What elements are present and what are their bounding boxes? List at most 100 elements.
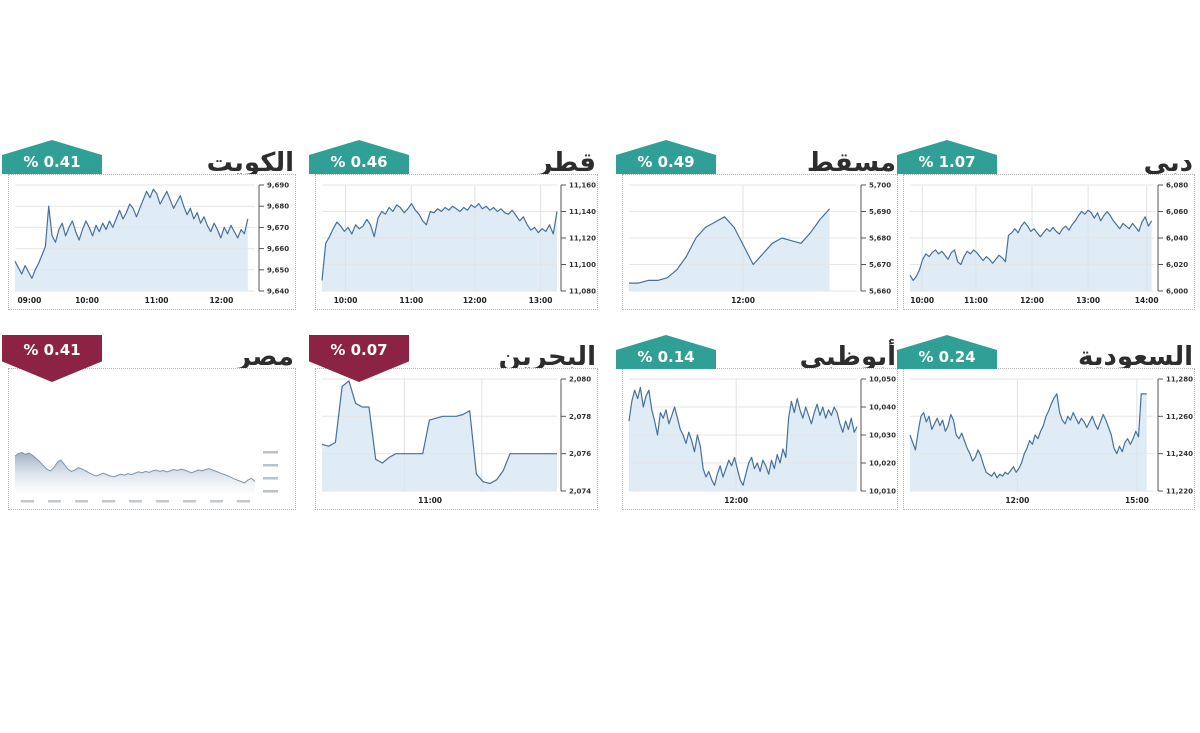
market-panel-dubai: % 1.07 دبي 6,080 6,060 6,040 6,020 6,000 10:0… — [897, 140, 1195, 310]
price-chart-abudhabi: 10,050 10,040 10,030 10,020 10,010 12:00 — [628, 376, 896, 505]
market-panel-egypt: % 0.41 مصر — [2, 335, 296, 510]
panel-header: % 1.07 دبي — [897, 140, 1195, 178]
change-percent-label: % 0.41 — [23, 341, 81, 359]
price-chart-kuwait: 9,690 9,680 9,670 9,660 9,650 9,640 09:00 10:00… — [14, 182, 289, 305]
y-axis-tick-label: 9,640 — [267, 288, 289, 296]
y-axis-tick-label: 10,010 — [869, 488, 896, 496]
y-axis-tick-label: 11,140 — [569, 208, 596, 216]
price-chart-muscat: 5,700 5,690 5,680 5,670 5,660 12:00 — [629, 182, 891, 305]
change-percent-label: % 0.24 — [918, 348, 976, 366]
y-axis-tick-label: 6,080 — [1166, 182, 1188, 190]
price-chart-egypt — [14, 451, 278, 503]
y-axis-tick-label: 2,080 — [569, 376, 591, 384]
up-arrow-badge: % 0.24 — [897, 335, 997, 369]
y-axis-tick-label: 6,000 — [1166, 288, 1188, 296]
chart-box — [8, 368, 296, 510]
y-axis-tick-label: 11,220 — [1166, 488, 1193, 496]
panel-header: % 0.14 أبوظبي — [616, 335, 898, 372]
change-percent-label: % 1.07 — [918, 153, 976, 171]
y-axis-tick-label: 6,040 — [1166, 235, 1188, 243]
panel-header: % 0.41 مصر — [2, 335, 296, 382]
x-axis-tick-label: 13:00 — [529, 296, 553, 305]
change-percent-label: % 0.07 — [330, 341, 388, 359]
change-percent-label: % 0.41 — [23, 153, 81, 171]
x-axis-tick-label: 15:00 — [1125, 496, 1149, 505]
y-axis-tick-label: 11,160 — [569, 182, 596, 190]
panel-header: % 0.49 مسقط — [616, 140, 898, 178]
y-axis-tick-label: 2,076 — [569, 450, 591, 458]
y-axis-tick-label: 2,078 — [569, 413, 591, 421]
x-axis-tick-label: 11:00 — [399, 296, 423, 305]
y-axis-tick-label: 9,690 — [267, 182, 289, 190]
x-axis-tick-label: 10:00 — [75, 296, 99, 305]
y-axis-tick-label: 10,030 — [869, 432, 896, 440]
y-axis-tick-label: 5,690 — [869, 208, 891, 216]
x-axis-tick-label: 11:00 — [145, 296, 169, 305]
y-axis-tick-label: 11,260 — [1166, 413, 1193, 421]
y-axis-tick-label: 2,074 — [569, 488, 591, 496]
market-panel-saudi: % 0.24 السعودية 11,280 11,260 11,240 11,220… — [897, 335, 1195, 510]
up-arrow-badge: % 0.46 — [309, 140, 409, 174]
up-arrow-badge: % 0.49 — [616, 140, 716, 174]
up-arrow-badge: % 0.14 — [616, 335, 716, 369]
y-axis-tick-label: 10,050 — [869, 376, 896, 384]
market-panel-abudhabi: % 0.14 أبوظبي 10,050 10,040 10,030 10,020 10… — [616, 335, 898, 510]
y-axis-tick-label: 6,060 — [1166, 208, 1188, 216]
chart-box: 5,700 5,690 5,680 5,670 5,660 12:00 — [622, 174, 898, 310]
price-chart-dubai: 6,080 6,060 6,040 6,020 6,000 10:00 11:00 12:00… — [909, 182, 1188, 305]
x-axis-tick-label: 12:00 — [724, 496, 748, 505]
x-axis-tick-label: 12:00 — [463, 296, 487, 305]
y-axis-tick-label: 9,670 — [267, 224, 289, 232]
x-axis-tick-label: 13:00 — [1076, 296, 1100, 305]
chart-box: 6,080 6,060 6,040 6,020 6,000 10:00 11:00 12:00… — [903, 174, 1195, 310]
x-axis-tick-label: 11:00 — [418, 496, 442, 505]
y-axis-tick-label: 5,670 — [869, 261, 891, 269]
chart-box: 11,280 11,260 11,240 11,220 12:00 15:00 — [903, 368, 1195, 510]
y-axis-tick-label: 11,120 — [569, 235, 596, 243]
market-panel-qatar: % 0.46 قطر 11,160 11,140 11,120 11,100 11,08… — [309, 140, 598, 310]
y-axis-tick-label: 10,020 — [869, 460, 896, 468]
chart-box: 10,050 10,040 10,030 10,020 10,010 12:00 — [622, 368, 898, 510]
market-title: مسقط — [806, 148, 896, 178]
change-percent-label: % 0.14 — [637, 348, 695, 366]
change-percent-label: % 0.46 — [330, 153, 388, 171]
y-axis-tick-label: 10,040 — [869, 404, 896, 412]
panel-header: % 0.24 السعودية — [897, 335, 1195, 372]
x-axis-tick-label: 12:00 — [1020, 296, 1044, 305]
x-axis-tick-label: 12:00 — [731, 296, 755, 305]
market-title: مصر — [236, 342, 294, 372]
x-axis-tick-label: 09:00 — [17, 296, 41, 305]
price-chart-saudi: 11,280 11,260 11,240 11,220 12:00 15:00 — [909, 376, 1193, 505]
chart-box: 9,690 9,680 9,670 9,660 9,650 9,640 09:00 10:00… — [8, 174, 296, 310]
x-axis-tick-label: 12:00 — [209, 296, 233, 305]
price-chart-qatar: 11,160 11,140 11,120 11,100 11,080 10:00 11:00… — [321, 182, 596, 305]
y-axis-tick-label: 6,020 — [1166, 261, 1188, 269]
y-axis-tick-label: 5,700 — [869, 182, 891, 190]
up-arrow-badge: % 0.41 — [2, 140, 102, 174]
y-axis-tick-label: 11,080 — [569, 288, 596, 296]
y-axis-tick-label: 11,240 — [1166, 450, 1193, 458]
y-axis-tick-label: 5,680 — [869, 235, 891, 243]
panel-header: % 0.07 البحرين — [309, 335, 598, 382]
panel-header: % 0.41 الكويت — [2, 140, 296, 178]
x-axis-tick-label: 11:00 — [964, 296, 988, 305]
market-title: أبوظبي — [799, 342, 896, 372]
price-chart-bahrain: 2,080 2,078 2,076 2,074 11:00 — [321, 376, 591, 505]
y-axis-tick-label: 9,680 — [267, 203, 289, 211]
market-title: قطر — [537, 148, 596, 178]
market-title: دبي — [1143, 148, 1193, 178]
y-axis-tick-label: 9,650 — [267, 266, 289, 274]
chart-box: 2,080 2,078 2,076 2,074 11:00 — [315, 368, 598, 510]
market-panel-muscat: % 0.49 مسقط 5,700 5,690 5,680 5,670 5,660 12:… — [616, 140, 898, 310]
x-axis-tick-label: 10:00 — [334, 296, 358, 305]
chart-box: 11,160 11,140 11,120 11,100 11,080 10:00 11:00… — [315, 174, 598, 310]
market-title: البحرين — [498, 342, 596, 372]
y-axis-tick-label: 11,100 — [569, 261, 596, 269]
market-panel-bahrain: % 0.07 البحرين 2,080 2,078 2,076 2,074 11:00 — [309, 335, 598, 510]
x-axis-tick-label: 12:00 — [1005, 496, 1029, 505]
market-title: الكويت — [206, 148, 294, 178]
market-panel-kuwait: % 0.41 الكويت 9,690 9,680 9,670 9,660 9,650 9… — [2, 140, 296, 310]
market-title: السعودية — [1078, 342, 1193, 372]
up-arrow-badge: % 1.07 — [897, 140, 997, 174]
